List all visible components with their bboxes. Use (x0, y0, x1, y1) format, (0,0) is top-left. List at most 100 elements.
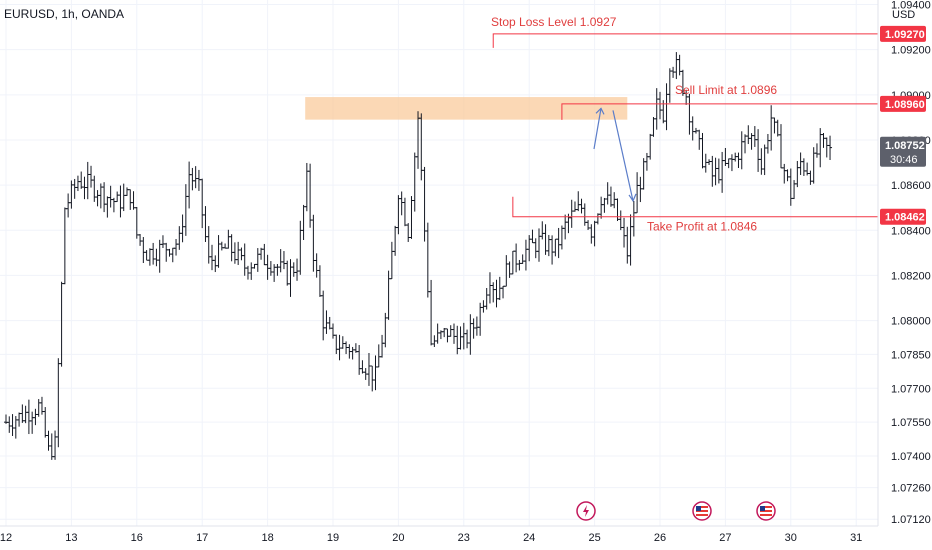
svg-text:1.09270: 1.09270 (885, 29, 925, 41)
candle (402, 197, 407, 227)
candle (435, 323, 440, 344)
candle (357, 345, 362, 375)
candle (92, 175, 97, 202)
time-tick-label: 18 (261, 532, 273, 544)
candle (59, 281, 64, 367)
event-lightning-icon[interactable] (576, 501, 596, 521)
candle (396, 195, 401, 235)
candle (743, 134, 748, 154)
candle (406, 223, 411, 242)
candle (108, 185, 113, 208)
candle (164, 242, 169, 262)
projection-arrows (593, 107, 637, 203)
candle (785, 169, 790, 182)
candle (638, 176, 643, 203)
candle (628, 214, 633, 266)
candle (278, 249, 283, 273)
candle (703, 153, 708, 173)
candle (445, 328, 450, 343)
candle (128, 189, 133, 210)
time-tick-label: 23 (458, 532, 470, 544)
candle (569, 199, 574, 228)
candle (739, 131, 744, 170)
take-profit-label: Take Profit at 1.0846 (647, 220, 757, 234)
candle (484, 287, 489, 310)
candle (664, 83, 669, 131)
sell-limit-label: Sell Limit at 1.0896 (675, 83, 777, 97)
time-tick-label: 13 (65, 532, 77, 544)
candle (824, 137, 829, 158)
candle (337, 334, 342, 361)
candle (501, 285, 506, 299)
candle (622, 217, 627, 248)
price-ticks: 1.094001.092001.090001.088001.086001.084… (891, 0, 931, 526)
candle (36, 399, 41, 417)
candle (409, 196, 414, 239)
price-tick-label: 1.07120 (891, 514, 931, 526)
candle (331, 323, 335, 339)
candle (75, 175, 80, 192)
candle (167, 248, 172, 257)
stop-loss-line[interactable] (492, 33, 878, 48)
candle (373, 355, 378, 391)
candle (599, 196, 604, 219)
candle (537, 228, 542, 262)
current-price-tag: 1.08752 30:46 (880, 136, 926, 167)
candle (546, 234, 551, 257)
candle (756, 129, 761, 172)
candle (667, 68, 672, 103)
take-profit-line[interactable] (512, 196, 878, 218)
candle (144, 250, 149, 261)
sell-limit-line[interactable] (561, 103, 878, 120)
candle (651, 117, 656, 137)
stop-loss-label: Stop Loss Level 1.0927 (491, 15, 617, 29)
svg-text:1.08462: 1.08462 (885, 212, 925, 224)
price-axis[interactable]: USD 1.094001.092001.090001.088001.086001… (877, 0, 931, 526)
candle (579, 198, 584, 214)
candle (818, 128, 823, 168)
candle (690, 116, 695, 141)
candle (26, 399, 31, 435)
candle (147, 248, 152, 266)
candle (792, 180, 797, 200)
candle (213, 255, 218, 273)
price-tick-label: 1.09400 (891, 0, 931, 12)
candle (530, 229, 535, 244)
candle (350, 346, 355, 360)
candle (232, 242, 237, 264)
projection-arrow-down (612, 110, 634, 202)
candle (811, 147, 816, 184)
time-axis[interactable]: 12 13 16 17 18 19 20 23 24 25 26 27 30 31 (0, 525, 878, 544)
candle (239, 247, 244, 261)
candle (229, 234, 234, 262)
candle (523, 239, 528, 271)
candle (265, 254, 270, 280)
candle (23, 405, 28, 424)
candle (301, 204, 306, 240)
candle (72, 178, 77, 199)
time-ticks: 12 13 16 17 18 19 20 23 24 25 26 27 30 31 (0, 532, 862, 544)
event-us-flag-icon[interactable] (692, 501, 712, 521)
price-tick-label: 1.07400 (891, 451, 931, 463)
candle (631, 200, 636, 237)
candle (399, 191, 404, 216)
candle (370, 365, 375, 392)
candle (765, 133, 770, 154)
candle (131, 191, 136, 210)
candle (20, 404, 25, 423)
candle (543, 224, 548, 255)
candle (625, 226, 630, 264)
candle (788, 168, 793, 206)
time-tick-label: 12 (0, 532, 12, 544)
candle (559, 225, 564, 250)
candle (255, 248, 260, 272)
candle (563, 214, 568, 240)
event-us-flag-icon-2[interactable] (756, 501, 776, 521)
candle (471, 318, 476, 339)
candle (550, 235, 555, 265)
candle (308, 163, 313, 228)
supply-zone[interactable] (305, 97, 628, 120)
currency-label: USD (892, 9, 915, 21)
candle (219, 241, 224, 251)
